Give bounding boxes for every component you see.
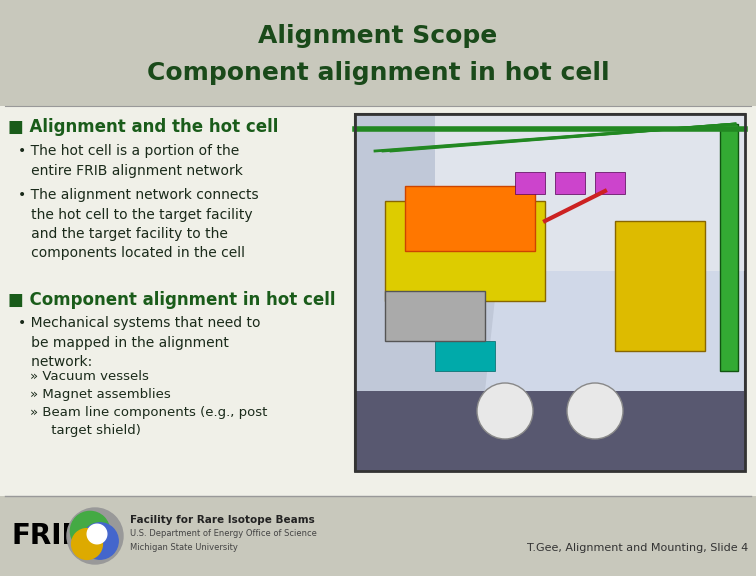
- Circle shape: [477, 383, 533, 439]
- Polygon shape: [355, 114, 515, 391]
- Text: Michigan State University: Michigan State University: [130, 544, 238, 552]
- Circle shape: [70, 511, 110, 551]
- Circle shape: [82, 523, 118, 559]
- FancyBboxPatch shape: [720, 124, 738, 371]
- FancyBboxPatch shape: [385, 201, 545, 301]
- Text: » Magnet assemblies: » Magnet assemblies: [30, 388, 171, 401]
- Text: » Vacuum vessels: » Vacuum vessels: [30, 370, 149, 383]
- FancyBboxPatch shape: [0, 496, 756, 576]
- Text: ■ Component alignment in hot cell: ■ Component alignment in hot cell: [8, 291, 336, 309]
- FancyBboxPatch shape: [435, 114, 745, 271]
- Text: FRIB: FRIB: [12, 522, 84, 550]
- Text: Facility for Rare Isotope Beams: Facility for Rare Isotope Beams: [130, 515, 314, 525]
- Text: Alignment Scope: Alignment Scope: [259, 24, 497, 48]
- Circle shape: [67, 508, 123, 564]
- FancyBboxPatch shape: [355, 114, 745, 471]
- Text: ■ Alignment and the hot cell: ■ Alignment and the hot cell: [8, 118, 278, 136]
- Circle shape: [87, 524, 107, 544]
- Text: • The hot cell is a portion of the
   entire FRIB alignment network: • The hot cell is a portion of the entir…: [18, 144, 243, 177]
- Text: Component alignment in hot cell: Component alignment in hot cell: [147, 61, 609, 85]
- Circle shape: [72, 529, 102, 559]
- Text: T.Gee, Alignment and Mounting, Slide 4: T.Gee, Alignment and Mounting, Slide 4: [527, 543, 748, 553]
- Text: » Beam line components (e.g., post
     target shield): » Beam line components (e.g., post targe…: [30, 406, 268, 437]
- Text: • The alignment network connects
   the hot cell to the target facility
   and t: • The alignment network connects the hot…: [18, 188, 259, 260]
- FancyBboxPatch shape: [0, 106, 756, 496]
- Text: • Mechanical systems that need to
   be mapped in the alignment
   network:: • Mechanical systems that need to be map…: [18, 316, 261, 369]
- FancyBboxPatch shape: [555, 172, 585, 194]
- FancyBboxPatch shape: [405, 186, 535, 251]
- Text: U.S. Department of Energy Office of Science: U.S. Department of Energy Office of Scie…: [130, 529, 317, 539]
- FancyBboxPatch shape: [385, 291, 485, 341]
- FancyBboxPatch shape: [595, 172, 625, 194]
- FancyBboxPatch shape: [435, 341, 495, 371]
- FancyBboxPatch shape: [515, 172, 545, 194]
- Circle shape: [567, 383, 623, 439]
- FancyBboxPatch shape: [355, 391, 745, 471]
- FancyBboxPatch shape: [0, 0, 756, 106]
- FancyBboxPatch shape: [615, 221, 705, 351]
